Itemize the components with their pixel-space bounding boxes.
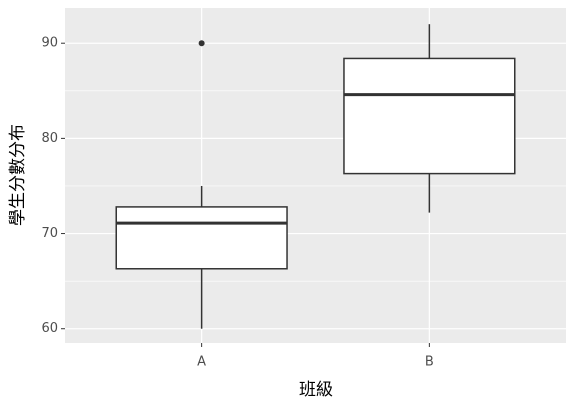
- outlier: [198, 40, 205, 47]
- y-axis-title: 學生分數分布: [8, 124, 28, 226]
- y-tick-label: 80: [41, 131, 58, 146]
- box: [115, 206, 288, 270]
- x-tick-label: B: [425, 355, 434, 370]
- box: [343, 57, 516, 175]
- y-tick-label: 70: [41, 226, 58, 241]
- y-tick-label: 90: [41, 36, 58, 51]
- x-tick-label: A: [197, 355, 206, 370]
- x-axis-title: 班級: [299, 380, 333, 400]
- y-tick-label: 60: [41, 321, 58, 336]
